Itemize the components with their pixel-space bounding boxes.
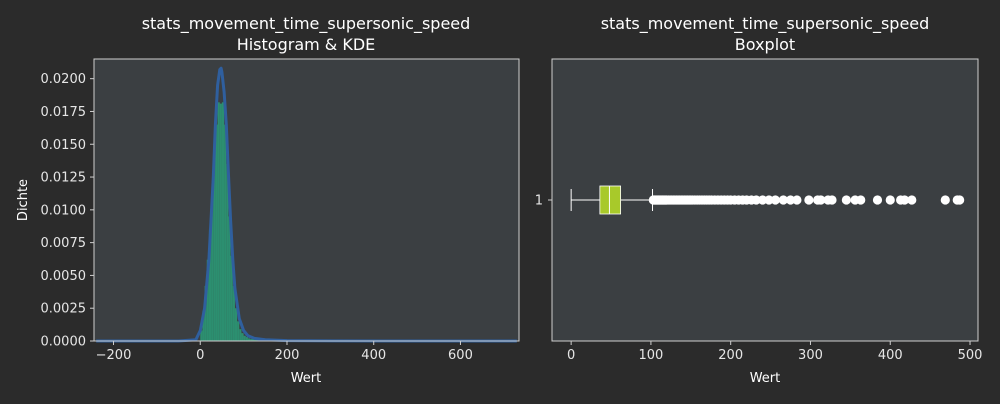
histogram-bar [224,124,227,342]
histogram-frame [93,58,520,342]
outlier-point [827,195,837,205]
histogram-marks [96,66,517,343]
x-tick-label: 300 [798,348,823,363]
y-tick-label: 0.0050 [41,269,87,284]
histogram-bar [234,308,238,341]
outlier-point [804,195,814,205]
histogram-bar [228,216,231,341]
y-tick-label: 0.0075 [41,236,87,251]
histogram-bar [221,102,225,341]
histogram-title-line2: Histogram & KDE [237,35,376,54]
outlier-point [841,195,851,205]
outlier-point [955,195,965,205]
x-tick-label: 200 [275,348,300,363]
y-tick-label: 0.0100 [41,203,87,218]
histogram-bar [245,337,248,341]
outlier-point [907,195,917,205]
boxplot-x-ticks: 0 100 200 300 400 500 [567,341,982,363]
y-tick-label: 1 [535,194,543,209]
histogram-bar [200,330,203,341]
outlier-point [872,195,883,205]
outlier-point [785,195,796,205]
y-tick-label: 0.0025 [41,302,87,317]
outlier-point [751,195,761,205]
outlier-point [940,195,950,205]
histogram-x-ticks: −200 0 200 400 600 [96,341,473,363]
histogram-bar [230,255,233,341]
y-tick-label: 0.0125 [41,171,87,186]
histogram-bar [232,285,235,341]
boxplot-title-line2: Boxplot [735,35,795,54]
histogram-bar [208,229,212,341]
histogram-bar [226,163,229,341]
histogram-panel: stats_movement_time_supersonic_speed His… [16,14,520,386]
x-tick-label: 500 [958,348,983,363]
kde-line [96,66,517,343]
outlier-point [816,195,826,205]
x-tick-label: 200 [718,348,743,363]
boxplot-y-ticks: 1 [535,194,552,209]
histogram-bar [239,329,242,341]
x-tick-label: 100 [639,348,664,363]
outlier-point [856,195,866,205]
y-tick-label: 0.0200 [41,72,87,87]
histogram-bar [215,124,218,342]
histogram-y-label: Dichte [16,179,31,221]
box-iqr [599,185,622,215]
outlier-point [764,195,774,205]
histogram-x-label: Wert [291,371,322,386]
histogram-bar [247,338,251,341]
outlier-point [792,195,802,205]
histogram-bar [211,194,214,341]
x-tick-label: −200 [96,348,132,363]
outlier-point [770,195,780,205]
boxplot-x-label: Wert [750,371,781,386]
histogram-bar [217,102,220,341]
y-tick-label: 0.0150 [41,138,87,153]
histogram-bar [202,310,205,341]
histogram-plot-area [94,59,519,341]
histogram-bar [206,259,209,341]
x-tick-label: 600 [448,348,473,363]
y-tick-label: 0.0175 [41,105,87,120]
histogram-bar [250,339,255,341]
boxplot-panel: stats_movement_time_supersonic_speed Box… [535,14,983,386]
x-tick-label: 400 [878,348,903,363]
outlier-point [758,195,768,205]
outlier-point [900,195,910,205]
boxplot-title-line1: stats_movement_time_supersonic_speed [601,14,930,34]
histogram-bar [213,159,216,341]
histogram-y-ticks: 0.0000 0.0025 0.0050 0.0075 0.0100 0.0125 0.01… [41,72,94,350]
histogram-bar [204,285,207,341]
x-tick-label: 0 [196,348,204,363]
histogram-bar [241,333,244,341]
x-tick-label: 0 [567,348,575,363]
x-tick-label: 400 [361,348,386,363]
histogram-title-line1: stats_movement_time_supersonic_speed [142,14,471,34]
histogram-bar [243,335,246,341]
outlier-point [885,195,895,205]
y-tick-label: 0.0000 [41,335,87,350]
boxplot-marks [570,185,965,215]
histogram-bar [219,103,222,341]
outlier-point [778,195,788,205]
histogram-bar [237,321,240,341]
